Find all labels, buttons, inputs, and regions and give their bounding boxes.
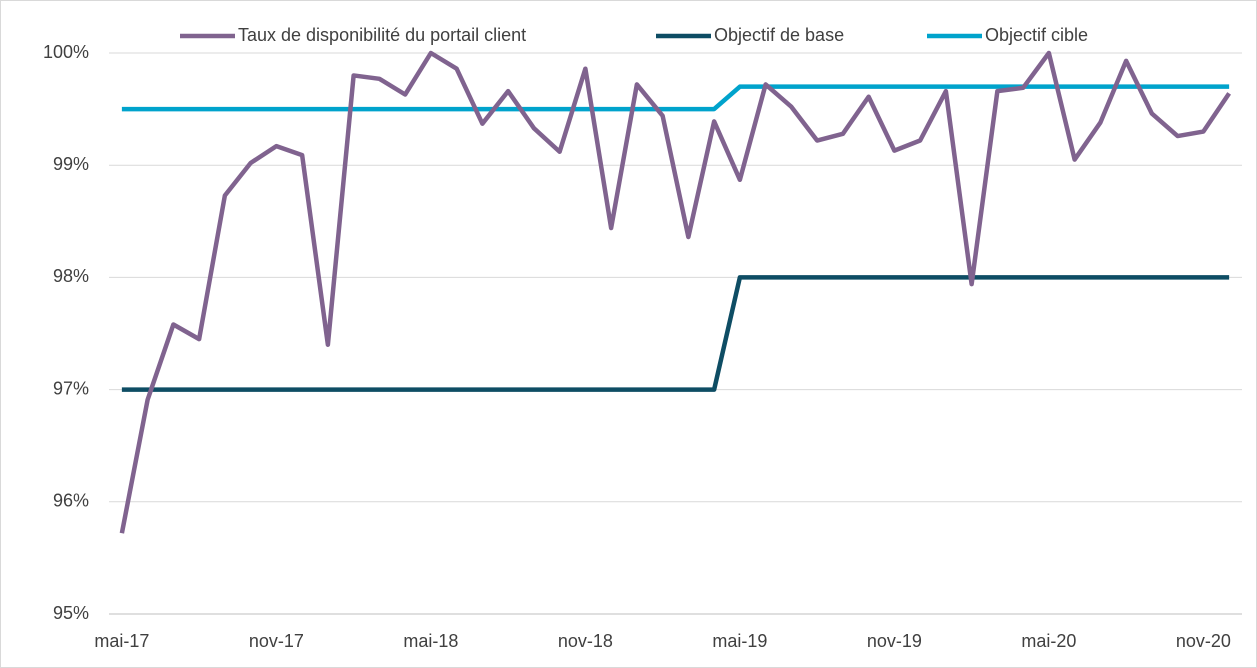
x-tick-label: nov-20 xyxy=(1176,631,1231,651)
legend-label: Taux de disponibilité du portail client xyxy=(238,25,526,45)
y-tick-label: 100% xyxy=(43,42,89,62)
line-series xyxy=(119,50,1231,534)
legend-label: Objectif cible xyxy=(985,25,1088,45)
y-tick-label: 97% xyxy=(53,378,89,398)
x-tick-label: nov-18 xyxy=(558,631,613,651)
x-tick-label: mai-20 xyxy=(1021,631,1076,651)
y-tick-label: 96% xyxy=(53,491,89,511)
x-tick-label: mai-18 xyxy=(403,631,458,651)
x-tick-label: mai-19 xyxy=(712,631,767,651)
line-series xyxy=(121,84,1230,112)
legend-label: Objectif de base xyxy=(714,25,844,45)
line-series xyxy=(121,275,1230,392)
y-tick-label: 99% xyxy=(53,154,89,174)
x-tick-label: nov-19 xyxy=(867,631,922,651)
y-tick-label: 98% xyxy=(53,266,89,286)
y-tick-label: 95% xyxy=(53,603,89,623)
x-tick-label: mai-17 xyxy=(94,631,149,651)
x-tick-label: nov-17 xyxy=(249,631,304,651)
